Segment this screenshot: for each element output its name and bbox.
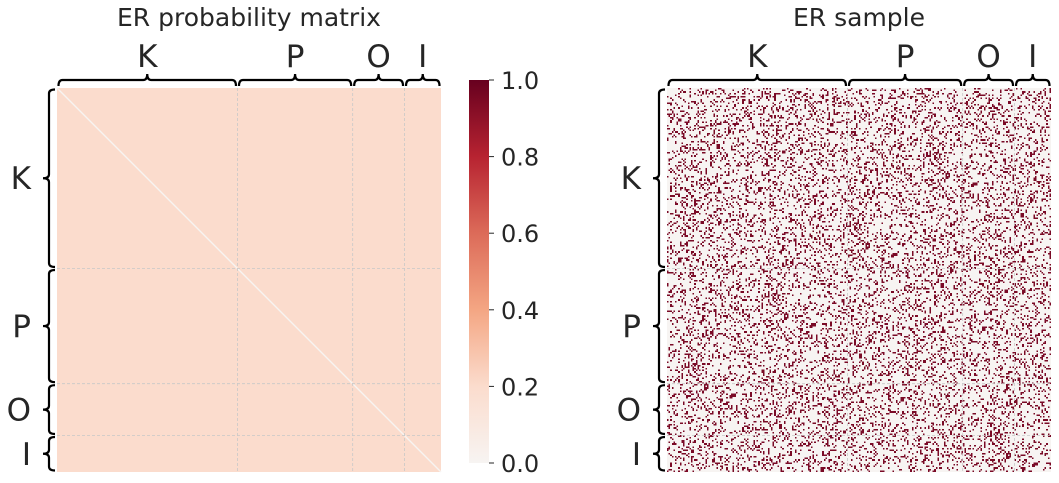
- brace-top-k: [667, 73, 848, 87]
- gridlines: [57, 88, 441, 472]
- brace-left-k: [42, 88, 56, 269]
- brace-left-k: [652, 88, 666, 269]
- brace-top-k: [57, 73, 238, 87]
- sample-heatmap: [667, 88, 1051, 472]
- block-label-left-k: K: [621, 161, 642, 197]
- colorbar-gradient: [469, 80, 489, 463]
- colorbar: 0.0 0.2 0.4 0.6 0.8 1.0: [469, 67, 539, 478]
- block-label-left-p: P: [12, 309, 31, 345]
- block-label-top-o: O: [976, 39, 1000, 75]
- block-label-top-o: O: [366, 39, 390, 75]
- colorbar-tick-label: 0.0: [501, 450, 539, 478]
- colorbar-tick-label: 0.2: [501, 373, 539, 401]
- brace-left-o: [42, 384, 56, 436]
- gridlines: [667, 88, 1051, 472]
- zero-diagonal: [56, 87, 442, 473]
- brace-top-p: [847, 73, 963, 87]
- brace-top-o: [963, 73, 1015, 87]
- block-label-left-k: K: [11, 161, 32, 197]
- block-label-left-i: I: [632, 437, 641, 473]
- block-braces: [42, 73, 441, 472]
- brace-top-i: [404, 73, 441, 87]
- block-braces: [652, 73, 1051, 472]
- block-label-left-i: I: [22, 437, 31, 473]
- block-label-top-k: K: [137, 39, 158, 75]
- block-label-top-i: I: [418, 39, 427, 75]
- chart-title: ER probability matrix: [117, 3, 381, 32]
- colorbar-ticks: 0.0 0.2 0.4 0.6 0.8 1.0: [489, 67, 539, 478]
- chart-title: ER sample: [793, 3, 925, 32]
- brace-top-p: [237, 73, 353, 87]
- probability-heatmap: [56, 87, 442, 473]
- colorbar-tick-label: 0.4: [501, 297, 539, 325]
- brace-top-i: [1014, 73, 1051, 87]
- block-label-left-o: O: [7, 393, 31, 429]
- colorbar-tick-label: 1.0: [501, 67, 539, 95]
- colorbar-tick-label: 0.6: [501, 220, 539, 248]
- block-label-left-p: P: [622, 309, 641, 345]
- block-label-top-i: I: [1028, 39, 1037, 75]
- block-label-top-p: P: [896, 39, 915, 75]
- block-label-top-k: K: [747, 39, 768, 75]
- block-label-left-o: O: [617, 393, 641, 429]
- brace-left-o: [652, 384, 666, 436]
- brace-top-o: [353, 73, 405, 87]
- colorbar-tick-label: 0.8: [501, 144, 539, 172]
- brace-left-p: [652, 268, 666, 384]
- block-label-top-p: P: [286, 39, 305, 75]
- adjacency-sample-cells: [667, 88, 1051, 472]
- brace-left-p: [42, 268, 56, 384]
- brace-left-i: [42, 435, 56, 472]
- brace-left-i: [652, 435, 666, 472]
